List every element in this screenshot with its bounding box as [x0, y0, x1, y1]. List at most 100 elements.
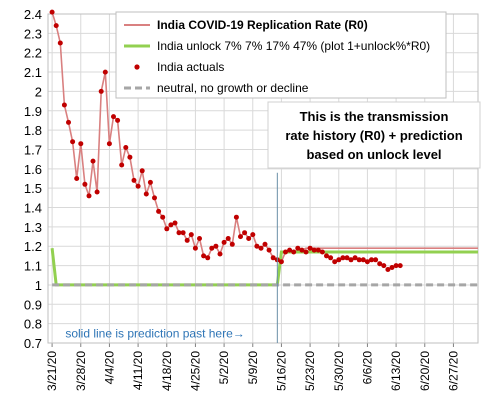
data-point: [57, 40, 63, 46]
data-point: [291, 249, 297, 255]
data-point: [127, 154, 133, 160]
data-point: [324, 253, 329, 259]
data-point: [315, 247, 321, 253]
legend-label-actuals: India actuals: [157, 60, 224, 74]
y-tick-label: 2.3: [24, 26, 42, 41]
data-point: [307, 245, 313, 251]
data-point: [217, 251, 223, 257]
data-point: [131, 177, 137, 183]
data-point: [369, 257, 374, 263]
data-point: [192, 245, 198, 251]
data-point: [389, 265, 395, 270]
x-tick-label: 6/13/20: [389, 351, 403, 391]
y-tick-label: 1.5: [24, 181, 42, 196]
data-point: [385, 267, 391, 272]
data-point: [188, 232, 194, 238]
x-tick-label: 4/18/20: [160, 351, 174, 391]
transmission-note-frame: [267, 101, 481, 169]
data-point: [328, 255, 334, 261]
data-point: [135, 183, 141, 189]
data-point: [164, 226, 170, 232]
data-point: [139, 168, 145, 174]
data-point: [303, 249, 309, 255]
legend-label-neutral: neutral, no growth or decline: [157, 81, 309, 95]
data-point: [66, 119, 71, 125]
y-tick-label: 0.8: [24, 317, 42, 332]
data-point: [90, 158, 96, 164]
data-point: [209, 245, 215, 251]
data-point: [250, 232, 256, 238]
x-tick-label: 3/28/20: [74, 351, 88, 391]
data-point: [205, 255, 211, 261]
axis-layer: 0.7 0.8 0.9 1 1.1 1.2 1.3 1.4 1.5 1.6 1.7 1.8 1.9 2 2.…: [24, 7, 479, 391]
data-point: [152, 195, 157, 201]
data-point: [360, 257, 366, 263]
y-tick-label: 1.3: [24, 220, 42, 235]
data-point: [143, 191, 149, 197]
x-tick-label: 4/11/20: [131, 351, 145, 390]
legend-frame: [115, 11, 447, 99]
data-point: [246, 236, 252, 241]
data-point: [123, 145, 129, 150]
data-point: [111, 114, 116, 120]
data-point: [242, 230, 248, 236]
data-point: [168, 222, 174, 228]
data-point: [119, 162, 125, 168]
data-point: [332, 259, 338, 265]
data-point: [295, 245, 301, 251]
data-point: [233, 214, 239, 220]
y-tick-label: 1.9: [24, 104, 42, 119]
data-point: [377, 261, 383, 267]
legend-swatch-actuals: [134, 64, 140, 70]
x-tick-label: 3/21/20: [45, 351, 59, 391]
data-point: [254, 243, 260, 249]
data-point: [115, 117, 121, 123]
data-point: [373, 257, 379, 263]
data-point: [258, 245, 264, 251]
annotation-layer: solid line is prediction past here→ This…: [65, 101, 481, 343]
y-tick-label: 2.1: [24, 65, 42, 80]
data-point: [106, 141, 112, 147]
data-point: [393, 263, 399, 269]
data-point: [61, 102, 67, 108]
legend-label-unlock: India unlock 7% 7% 17% 47% (plot 1+unloc…: [157, 39, 430, 53]
data-point: [70, 139, 76, 145]
data-point: [270, 255, 276, 261]
data-point: [82, 181, 88, 187]
data-point: [156, 208, 162, 214]
data-point: [356, 257, 362, 263]
y-tick-label: 2.4: [24, 7, 42, 22]
data-point: [94, 189, 100, 195]
data-point: [201, 253, 207, 259]
x-tick-label: 5/16/20: [274, 351, 288, 391]
x-tick-label: 5/30/20: [332, 351, 346, 391]
data-point: [102, 69, 108, 75]
series-layer: [49, 9, 478, 287]
data-point: [397, 263, 403, 269]
x-tick-label: 5/2/20: [217, 351, 231, 385]
data-point: [53, 23, 59, 29]
y-tick-label: 2: [35, 84, 42, 99]
transmission-note-line-1: This is the transmission: [300, 109, 449, 124]
data-point: [176, 230, 182, 236]
data-point: [180, 230, 186, 236]
data-point: [213, 243, 219, 249]
transmission-note-line-3: based on unlock level: [306, 147, 441, 162]
data-point: [262, 241, 268, 247]
data-point: [229, 241, 235, 247]
data-point: [221, 239, 227, 245]
data-point: [197, 236, 202, 241]
y-tick-label: 1.8: [24, 123, 42, 138]
y-tick-label: 0.9: [24, 297, 42, 312]
data-point: [49, 9, 55, 15]
data-point: [238, 234, 243, 240]
data-point: [364, 259, 370, 265]
data-point: [278, 259, 284, 265]
data-point: [172, 220, 178, 226]
data-point: [381, 263, 387, 269]
x-tick-label: 6/20/20: [418, 351, 432, 391]
data-point: [299, 247, 305, 253]
data-point: [74, 176, 80, 181]
